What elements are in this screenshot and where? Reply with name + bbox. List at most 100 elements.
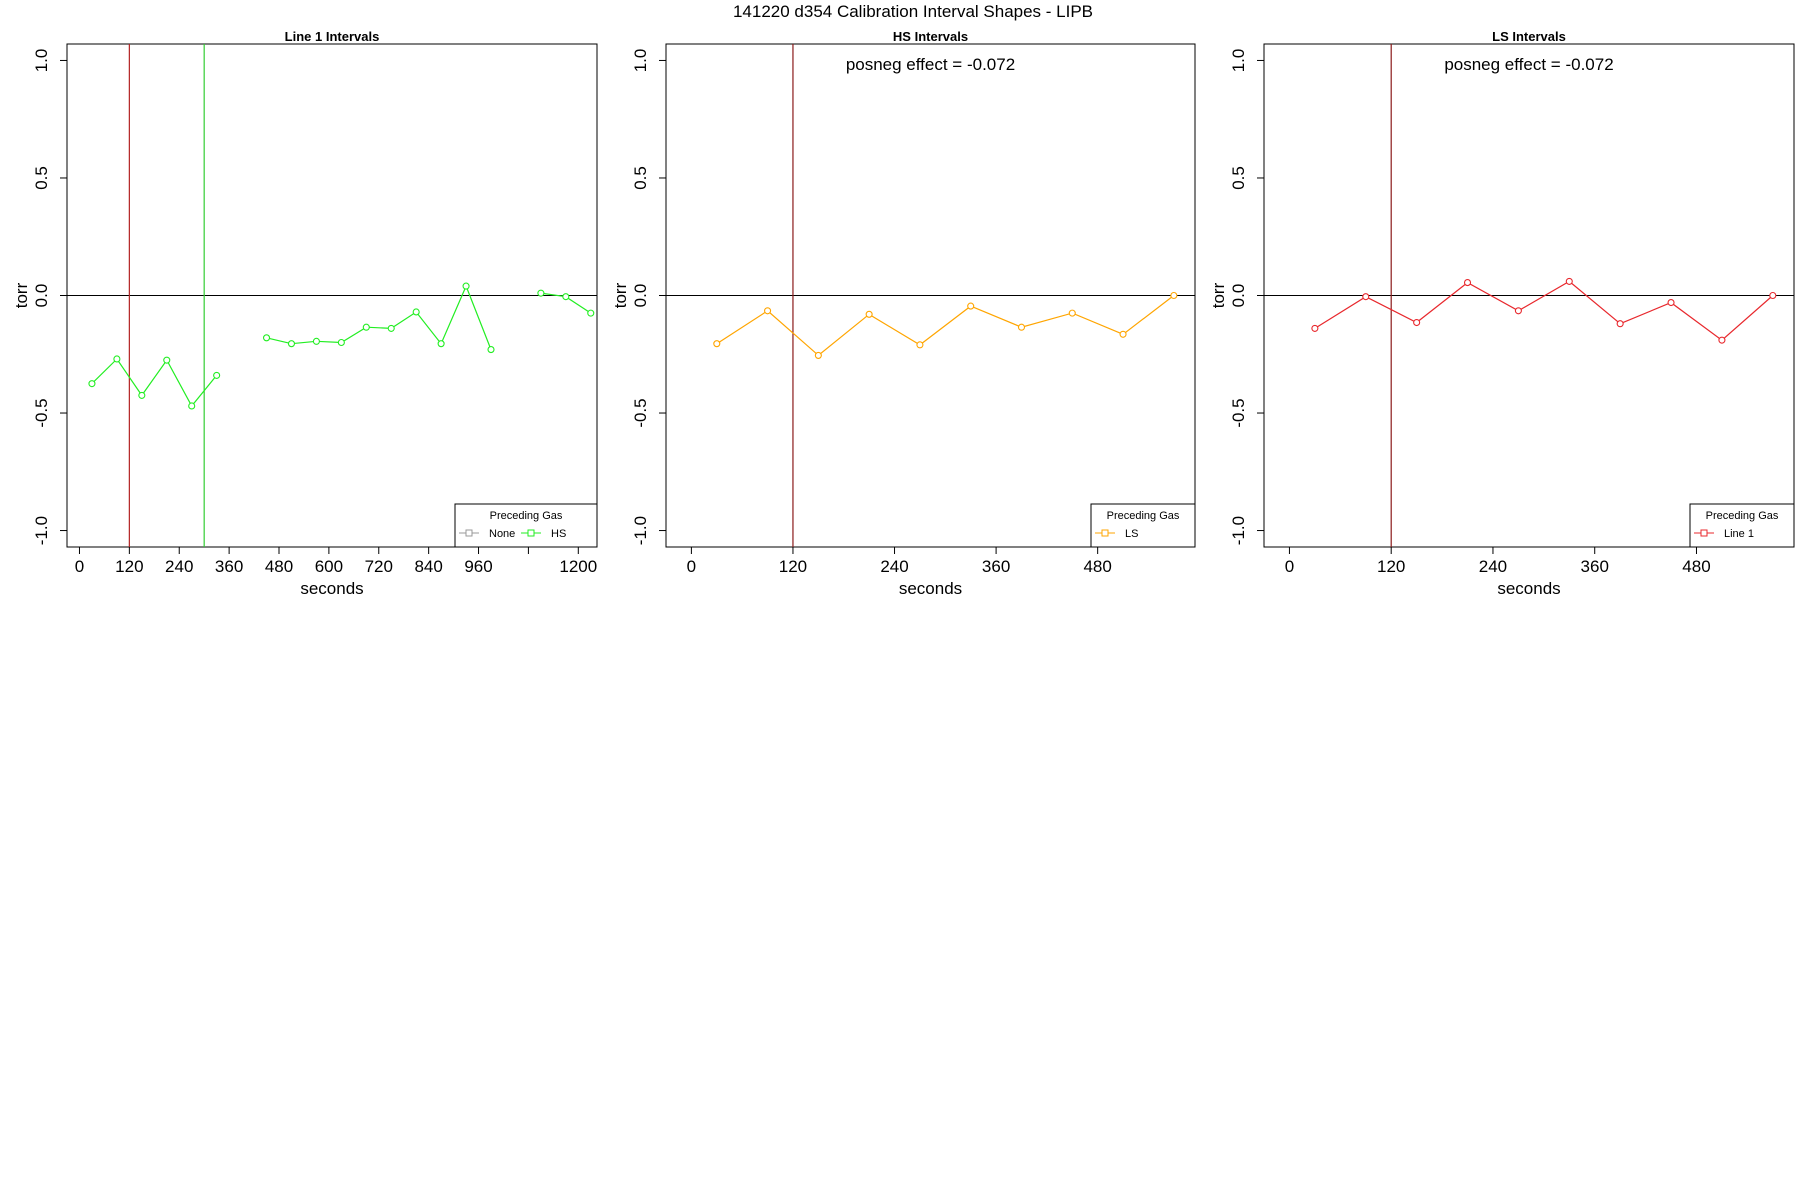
x-tick-label: 0 bbox=[687, 557, 696, 576]
x-tick-label: 360 bbox=[982, 557, 1010, 576]
x-axis-label: seconds bbox=[899, 579, 962, 598]
legend-title: Preceding Gas bbox=[1706, 510, 1779, 522]
y-tick-label: 0.0 bbox=[1229, 284, 1248, 308]
x-tick-label: 480 bbox=[265, 557, 293, 576]
y-tick-label: 0.0 bbox=[631, 284, 650, 308]
x-tick-label: 480 bbox=[1682, 557, 1710, 576]
data-point bbox=[587, 309, 595, 317]
data-point bbox=[487, 346, 495, 354]
data-point bbox=[1017, 323, 1026, 331]
data-point bbox=[814, 351, 822, 359]
data-point bbox=[1667, 299, 1675, 307]
panel-title: LS Intervals bbox=[1492, 29, 1566, 44]
legend-box bbox=[454, 503, 598, 548]
x-tick-label: 960 bbox=[464, 557, 492, 576]
data-point bbox=[1362, 293, 1370, 301]
chart-panel-3: LS Intervals 0 120 240 360 480 seconds -1.0 -0.5… bbox=[1209, 29, 1795, 598]
series-line bbox=[91, 358, 218, 408]
data-point bbox=[1463, 279, 1472, 287]
data-point bbox=[462, 282, 470, 290]
data-point bbox=[262, 334, 271, 342]
y-tick-label: 0.0 bbox=[32, 284, 51, 308]
x-tick-label: 1200 bbox=[559, 557, 597, 576]
data-point bbox=[1565, 277, 1573, 285]
series-line bbox=[1314, 280, 1774, 341]
data-point bbox=[88, 380, 96, 388]
y-tick-label: 0.5 bbox=[1229, 166, 1248, 190]
x-tick-label: 0 bbox=[75, 557, 84, 576]
x-tick-label: 240 bbox=[1479, 557, 1507, 576]
legend-box bbox=[1090, 503, 1196, 548]
x-tick-label: 840 bbox=[414, 557, 442, 576]
legend: Preceding Gas LS bbox=[1090, 503, 1196, 548]
data-point bbox=[764, 307, 772, 315]
legend-entry-label: Line 1 bbox=[1724, 528, 1754, 540]
data-point bbox=[1769, 291, 1777, 300]
data-point bbox=[138, 391, 146, 399]
y-tick-label: 1.0 bbox=[631, 49, 650, 73]
legend: Preceding Gas Line 1 bbox=[1689, 503, 1795, 548]
data-point bbox=[1068, 309, 1076, 317]
data-point bbox=[562, 293, 570, 301]
x-tick-label: 720 bbox=[365, 557, 393, 576]
data-point bbox=[1170, 291, 1178, 300]
x-axis-label: seconds bbox=[1497, 579, 1560, 598]
x-tick-label: 0 bbox=[1285, 557, 1294, 576]
legend-entry-label: LS bbox=[1125, 528, 1138, 540]
data-point bbox=[1514, 307, 1522, 315]
y-tick-label: 1.0 bbox=[32, 49, 51, 73]
chart-panel-1: Line 1 Intervals 0 120 240 360 480 600 720 840 96… bbox=[12, 29, 598, 598]
y-tick-label: 0.5 bbox=[631, 166, 650, 190]
data-point bbox=[916, 341, 924, 349]
y-tick-label: -1.0 bbox=[32, 516, 51, 545]
y-tick-label: 0.5 bbox=[32, 166, 51, 190]
data-point bbox=[337, 338, 345, 347]
x-tick-label: 120 bbox=[1377, 557, 1405, 576]
data-point bbox=[865, 310, 873, 318]
data-point bbox=[113, 355, 121, 363]
x-tick-label: 240 bbox=[165, 557, 193, 576]
data-point bbox=[967, 302, 975, 310]
series-line bbox=[266, 284, 492, 350]
y-tick-label: 1.0 bbox=[1229, 49, 1248, 73]
data-point bbox=[1119, 330, 1127, 338]
series-line bbox=[716, 295, 1175, 357]
data-point bbox=[1616, 320, 1624, 328]
effect-annotation: posneg effect = -0.072 bbox=[846, 55, 1015, 74]
y-tick-label: -0.5 bbox=[1229, 398, 1248, 427]
legend-title: Preceding Gas bbox=[1107, 510, 1180, 522]
data-point bbox=[713, 340, 721, 348]
data-point bbox=[1413, 318, 1421, 327]
y-tick-label: -0.5 bbox=[631, 398, 650, 427]
legend-entry-label: None bbox=[489, 528, 515, 540]
data-point bbox=[387, 324, 395, 332]
y-tick-label: -1.0 bbox=[1229, 516, 1248, 545]
legend-marker-swatch bbox=[527, 529, 535, 537]
data-point bbox=[287, 340, 296, 348]
data-point bbox=[213, 371, 221, 379]
panel-title: Line 1 Intervals bbox=[285, 29, 380, 44]
x-axis-label: seconds bbox=[300, 579, 363, 598]
legend-marker-swatch bbox=[1101, 529, 1109, 537]
data-point bbox=[1718, 336, 1726, 344]
x-tick-label: 360 bbox=[1581, 557, 1609, 576]
legend-box bbox=[1689, 503, 1795, 548]
y-tick-label: -0.5 bbox=[32, 398, 51, 427]
x-tick-label: 240 bbox=[880, 557, 908, 576]
y-tick-label: -1.0 bbox=[631, 516, 650, 545]
y-axis-label: torr bbox=[12, 282, 31, 308]
effect-annotation: posneg effect = -0.072 bbox=[1444, 55, 1613, 74]
legend-marker-swatch bbox=[1700, 529, 1708, 537]
legend-title: Preceding Gas bbox=[490, 510, 563, 522]
y-axis-label: torr bbox=[611, 282, 630, 308]
x-tick-label: 360 bbox=[215, 557, 243, 576]
x-tick-label: 120 bbox=[115, 557, 143, 576]
data-point bbox=[1311, 324, 1319, 332]
chart-panel-2: HS Intervals 0 120 240 360 480 seconds -1.0 -0.5… bbox=[611, 29, 1196, 598]
y-axis-label: torr bbox=[1209, 282, 1228, 308]
x-tick-label: 600 bbox=[315, 557, 343, 576]
x-tick-label: 120 bbox=[779, 557, 807, 576]
figure-title: 141220 d354 Calibration Interval Shapes … bbox=[733, 2, 1093, 21]
